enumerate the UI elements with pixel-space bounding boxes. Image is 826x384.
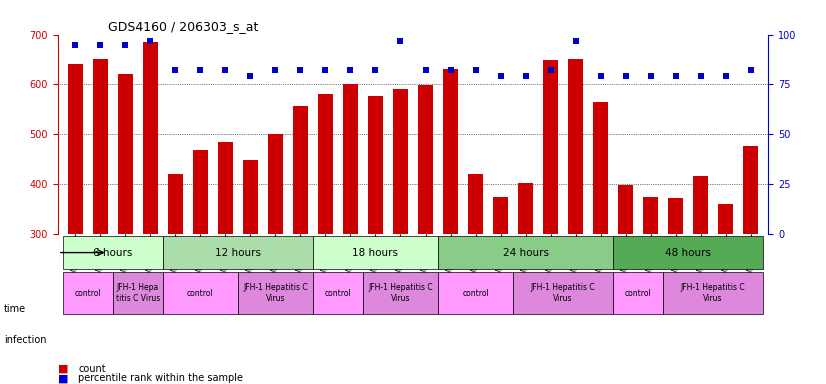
Bar	[618, 185, 633, 234]
Point	[319, 67, 332, 73]
Point	[219, 67, 232, 73]
Point	[644, 73, 657, 79]
Point	[594, 73, 607, 79]
Bar	[643, 197, 658, 234]
Text: JFH-1 Hepatitis C
Virus: JFH-1 Hepatitis C Virus	[681, 283, 745, 303]
Bar	[518, 182, 533, 234]
Bar	[68, 65, 83, 234]
Text: control: control	[325, 289, 351, 298]
Point	[669, 73, 682, 79]
Bar	[668, 198, 683, 234]
Point	[93, 41, 107, 48]
Text: 12 hours: 12 hours	[215, 248, 261, 258]
Bar	[93, 59, 108, 234]
Point	[444, 67, 457, 73]
Bar	[693, 175, 708, 234]
FancyBboxPatch shape	[163, 272, 238, 314]
Text: JFH-1 Hepatitis C
Virus: JFH-1 Hepatitis C Virus	[531, 283, 596, 303]
Bar	[368, 96, 383, 234]
Text: 24 hours: 24 hours	[502, 248, 548, 258]
Text: count: count	[78, 364, 106, 374]
Text: control: control	[187, 289, 214, 298]
Text: 48 hours: 48 hours	[665, 248, 711, 258]
Point	[419, 67, 432, 73]
FancyBboxPatch shape	[663, 272, 763, 314]
Bar	[543, 60, 558, 234]
Point	[344, 67, 357, 73]
FancyBboxPatch shape	[613, 236, 763, 270]
FancyBboxPatch shape	[63, 272, 113, 314]
Bar	[318, 94, 333, 234]
FancyBboxPatch shape	[363, 272, 438, 314]
Point	[268, 67, 282, 73]
Point	[544, 67, 558, 73]
Bar	[143, 42, 158, 234]
Text: ■: ■	[58, 364, 69, 374]
FancyBboxPatch shape	[113, 272, 163, 314]
FancyBboxPatch shape	[438, 236, 613, 270]
Text: JFH-1 Hepa
titis C Virus: JFH-1 Hepa titis C Virus	[116, 283, 160, 303]
Point	[194, 67, 207, 73]
Bar	[118, 74, 133, 234]
Bar	[743, 146, 758, 234]
Bar	[568, 60, 583, 234]
Bar	[193, 150, 208, 234]
Point	[519, 73, 532, 79]
FancyBboxPatch shape	[613, 272, 663, 314]
Text: JFH-1 Hepatitis C
Virus: JFH-1 Hepatitis C Virus	[243, 283, 308, 303]
Bar	[418, 85, 433, 234]
Bar	[343, 84, 358, 234]
Text: control: control	[463, 289, 489, 298]
FancyBboxPatch shape	[438, 272, 513, 314]
Text: GDS4160 / 206303_s_at: GDS4160 / 206303_s_at	[107, 20, 258, 33]
Text: ■: ■	[58, 373, 69, 383]
FancyBboxPatch shape	[163, 236, 313, 270]
Bar	[443, 69, 458, 234]
Text: 18 hours: 18 hours	[353, 248, 398, 258]
Text: 6 hours: 6 hours	[93, 248, 132, 258]
Point	[144, 38, 157, 44]
Text: time: time	[4, 304, 26, 314]
Text: JFH-1 Hepatitis C
Virus: JFH-1 Hepatitis C Virus	[368, 283, 433, 303]
Text: infection: infection	[4, 335, 46, 345]
Point	[369, 67, 382, 73]
Bar	[468, 174, 483, 234]
Bar	[168, 174, 183, 234]
Bar	[243, 160, 258, 234]
Point	[694, 73, 707, 79]
Point	[169, 67, 182, 73]
Bar	[393, 89, 408, 234]
Bar	[493, 197, 508, 234]
Point	[569, 38, 582, 44]
Point	[744, 67, 757, 73]
Text: control: control	[74, 289, 102, 298]
Point	[244, 73, 257, 79]
Bar	[218, 142, 233, 234]
Point	[69, 41, 82, 48]
Point	[469, 67, 482, 73]
FancyBboxPatch shape	[63, 236, 163, 270]
FancyBboxPatch shape	[238, 272, 313, 314]
Text: control: control	[624, 289, 652, 298]
FancyBboxPatch shape	[313, 236, 438, 270]
Bar	[268, 134, 283, 234]
Point	[294, 67, 307, 73]
Bar	[293, 106, 308, 234]
Bar	[718, 204, 733, 234]
Point	[719, 73, 733, 79]
FancyBboxPatch shape	[313, 272, 363, 314]
FancyBboxPatch shape	[513, 272, 613, 314]
Point	[494, 73, 507, 79]
Point	[119, 41, 132, 48]
Point	[619, 73, 632, 79]
Bar	[593, 102, 608, 234]
Point	[394, 38, 407, 44]
Text: percentile rank within the sample: percentile rank within the sample	[78, 373, 244, 383]
